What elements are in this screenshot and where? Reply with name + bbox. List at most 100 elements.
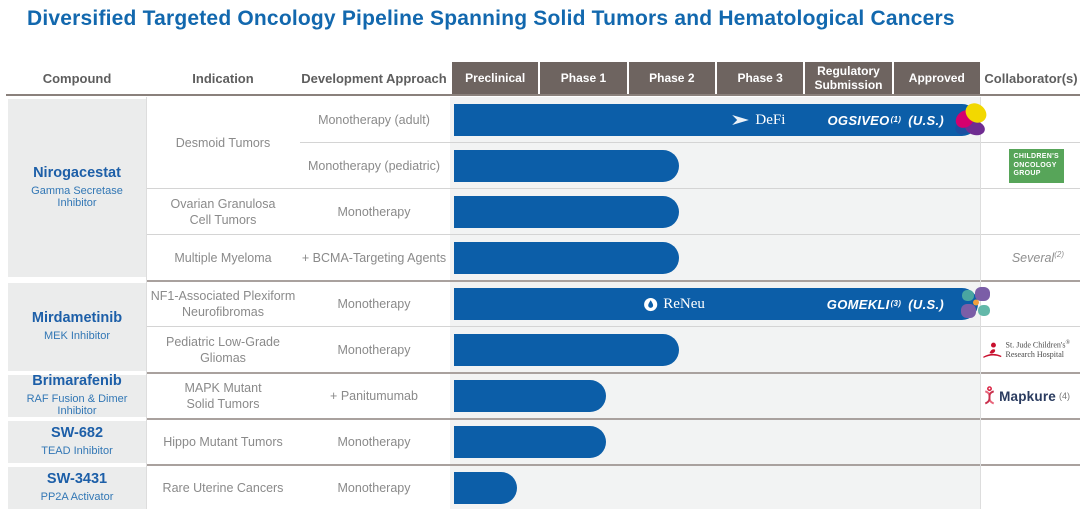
pipeline-bar-row: ReNeu GOMEKLI (3) (U.S.) <box>454 287 990 320</box>
brand-region: (U.S.) <box>908 296 944 312</box>
pipeline-bar <box>454 426 606 458</box>
trial-name: DeFi <box>755 111 786 128</box>
compound-mechanism: Gamma Secretase Inhibitor <box>31 184 123 210</box>
st-jude-line: St. Jude Children's <box>1005 340 1066 350</box>
approach-cell: + Panitumumab <box>330 388 418 403</box>
column-header-indication: Indication <box>192 71 254 86</box>
pipeline-bar-row <box>454 150 978 182</box>
defi-trial-label: DeFi <box>730 104 785 136</box>
childrens-oncology-group-badge: CHILDREN'S ONCOLOGY GROUP <box>1008 148 1064 184</box>
st-jude-line: Research Hospital <box>1005 350 1064 360</box>
column-divider <box>146 97 147 509</box>
phase-header-phase3: Phase 3 <box>716 62 804 95</box>
group-divider <box>146 464 1080 466</box>
compound-mechanism: MEK Inhibitor <box>43 330 111 343</box>
compound-mechanism: RAF Fusion & Dimer Inhibitor <box>26 392 128 418</box>
approach-cell: Monotherapy <box>337 342 411 357</box>
indication-cell: Desmoid Tumors <box>146 97 300 189</box>
collaborator-cell: Mapkure (4) <box>982 373 1076 419</box>
badge-line: GROUP <box>1013 170 1041 178</box>
pipeline-bar <box>454 242 680 274</box>
phase-header-phase2: Phase 2 <box>628 62 715 95</box>
group-divider <box>146 280 1080 282</box>
pipeline-bar <box>454 472 517 504</box>
phase-header-phase1: Phase 1 <box>540 62 627 95</box>
compound-cell-mirdametinib: Mirdametinib MEK Inhibitor <box>8 283 146 371</box>
reneu-droplet-icon <box>644 297 658 311</box>
pipeline-bar <box>454 150 680 182</box>
pipeline-bar <box>454 334 680 366</box>
registered-mark: ® <box>1065 340 1070 347</box>
compound-name: SW-682 <box>50 425 104 442</box>
collaborator-cell: CHILDREN'S ONCOLOGY GROUP <box>982 143 1076 189</box>
indication-cell: Ovarian Granulosa Cell Tumors <box>146 189 300 235</box>
ogsiveo-flower-icon <box>955 103 987 136</box>
compound-cell-brimarafenib: Brimarafenib RAF Fusion & Dimer Inhibito… <box>8 372 146 418</box>
pipeline-bar-row <box>454 242 978 274</box>
approach-cell: Monotherapy <box>337 434 411 449</box>
row-divider <box>146 188 1080 189</box>
pipeline-bar <box>454 380 606 412</box>
group-divider <box>146 418 1080 420</box>
trial-name: ReNeu <box>663 295 705 312</box>
badge-line: CHILDREN'S <box>1013 152 1059 160</box>
pipeline-bar-row: DeFi OGSIVEO (1) (U.S.) <box>454 103 987 136</box>
indication-text: Neurofibromas <box>182 305 264 319</box>
indication-text: MAPK Mutant <box>184 380 262 395</box>
reneu-trial-label: ReNeu <box>643 288 705 320</box>
row-divider <box>146 234 1080 235</box>
column-divider <box>980 97 981 509</box>
pipeline-bar-row <box>454 472 978 504</box>
mapkure-dna-icon <box>984 386 995 405</box>
brand-label: GOMEKLI (3) (U.S.) <box>827 288 944 320</box>
approach-cell: Monotherapy <box>337 296 411 311</box>
approach-cell: + BCMA-Targeting Agents <box>301 250 447 265</box>
phase-header-preclinical: Preclinical <box>452 62 539 95</box>
pipeline-bar-gomekli: ReNeu GOMEKLI (3) (U.S.) <box>454 287 990 320</box>
brand-name: OGSIVEO <box>827 112 890 128</box>
column-header-compound: Compound <box>42 71 112 86</box>
indication-text: Multiple Myeloma <box>174 250 272 265</box>
indication-text: Pediatric Low-Grade <box>166 334 280 349</box>
pipeline-bar-row <box>454 334 978 366</box>
approach-cell: Monotherapy (pediatric) <box>307 158 440 173</box>
indication-text: Hippo Mutant Tumors <box>163 434 283 449</box>
compound-mechanism: TEAD Inhibitor <box>41 445 113 458</box>
indication-cell: Multiple Myeloma <box>146 235 300 281</box>
pipeline-bar <box>454 196 680 228</box>
compound-name: SW-3431 <box>46 471 108 488</box>
indication-cell: Hippo Mutant Tumors <box>146 419 300 465</box>
approach-cell: Monotherapy <box>337 204 411 219</box>
indication-cell: MAPK Mutant Solid Tumors <box>146 373 300 419</box>
brand-name: GOMEKLI <box>826 296 890 312</box>
compound-cell-nirogacestat: Nirogacestat Gamma Secretase Inhibitor <box>8 99 146 277</box>
phase-header-regulatory-submission: Regulatory Submission <box>805 62 892 95</box>
pipeline-bar-row <box>454 380 978 412</box>
brand-footnote: (1) <box>890 115 902 124</box>
indication-text: Desmoid Tumors <box>175 135 271 150</box>
group-divider <box>146 372 1080 374</box>
several-text: Several <box>1011 251 1055 266</box>
gomekli-clover-icon <box>961 287 990 318</box>
indication-text: Ovarian Granulosa <box>170 196 276 211</box>
brand-footnote: (3) <box>890 299 902 308</box>
approach-cell: Monotherapy (adult) <box>318 112 430 127</box>
brand-region: (U.S.) <box>908 112 944 128</box>
pipeline-bar-ogsiveo: DeFi OGSIVEO (1) (U.S.) <box>454 103 987 136</box>
approach-cell: Monotherapy <box>337 480 411 495</box>
collaborator-cell: Several(2) <box>982 235 1076 281</box>
indication-text: Cell Tumors <box>189 213 257 227</box>
header-underline <box>6 94 1080 96</box>
compound-mechanism: PP2A Activator <box>40 491 114 504</box>
compound-name: Brimarafenib <box>32 372 122 389</box>
compound-name: Nirogacestat <box>33 164 121 181</box>
compound-name: Mirdametinib <box>31 310 123 327</box>
column-header-collaborators: Collaborator(s) <box>984 71 1078 86</box>
pipeline-bar-row <box>454 426 978 458</box>
pipeline-bar-row <box>454 196 978 228</box>
compound-cell-sw-682: SW-682 TEAD Inhibitor <box>8 421 146 463</box>
row-divider <box>300 142 1080 143</box>
collaborator-cell: St. Jude Children's® Research Hospital <box>982 327 1076 373</box>
several-label: Several(2) <box>1012 250 1064 265</box>
